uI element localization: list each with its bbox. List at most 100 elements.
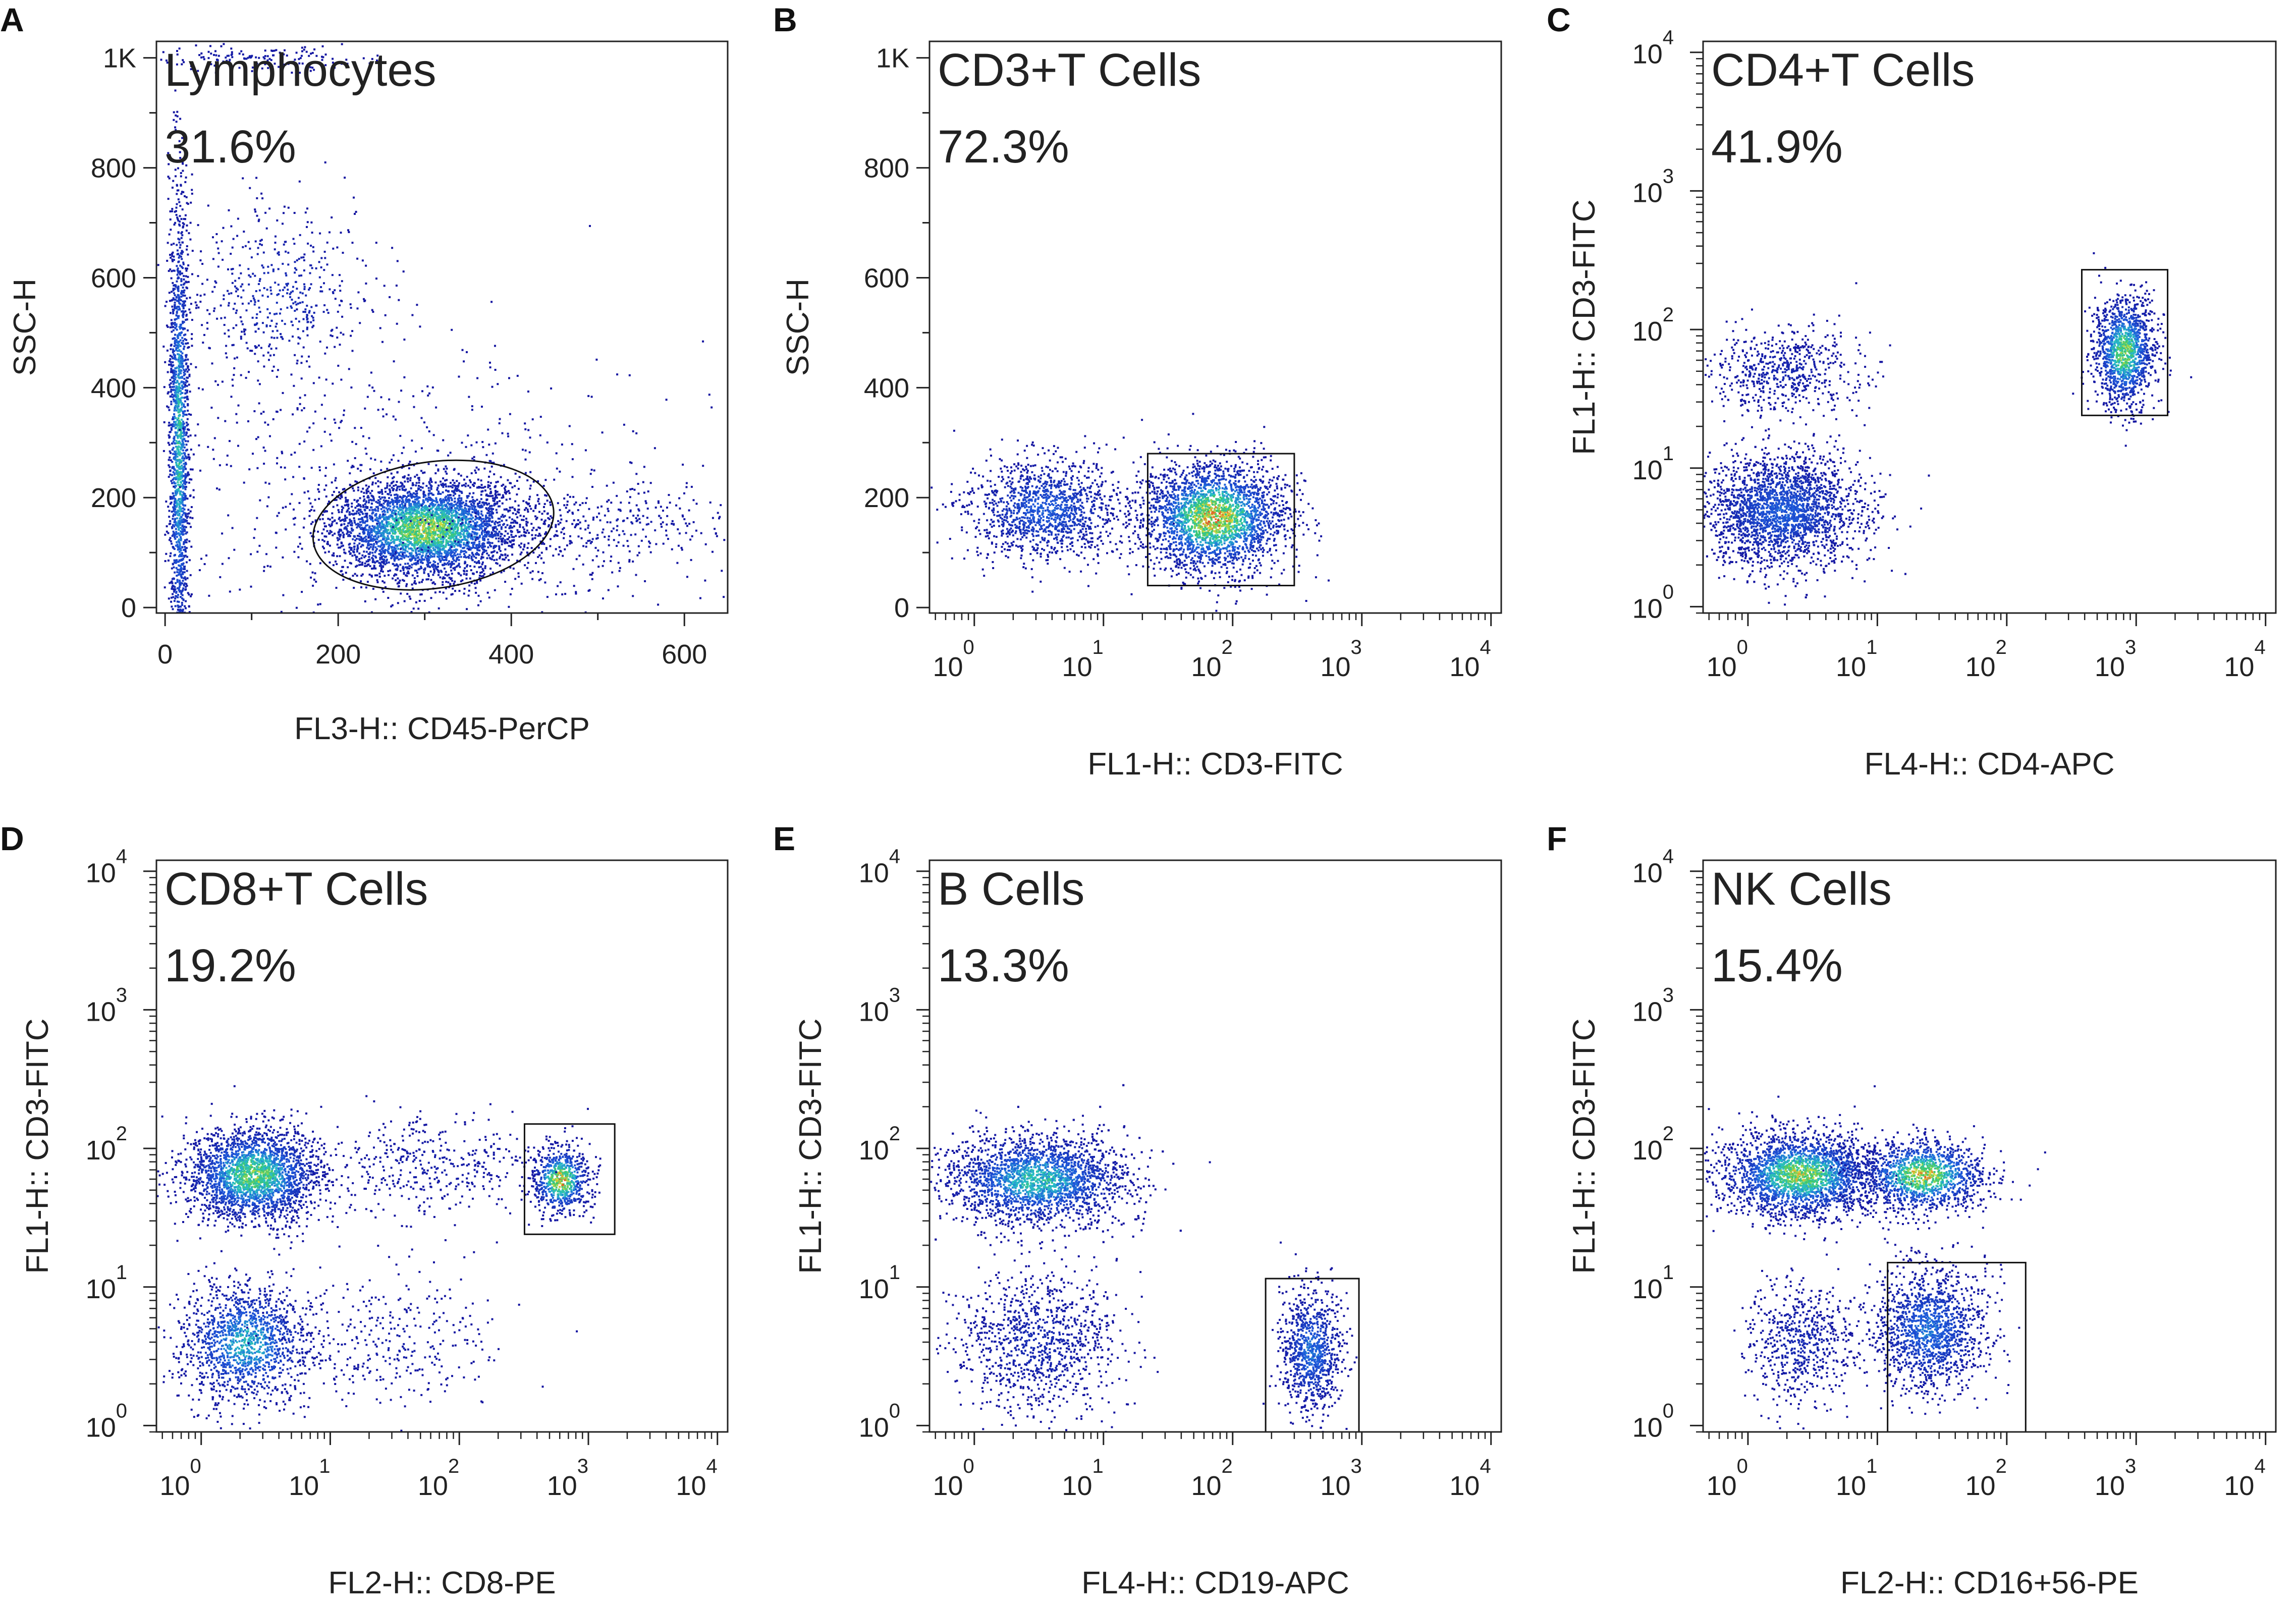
gate-rectangle [523, 1123, 616, 1235]
event-cluster-3 [157, 161, 421, 455]
y-tick-label: 100 [86, 1400, 127, 1443]
plot-frame [928, 40, 1502, 614]
x-tick-label: 102 [1191, 1455, 1232, 1501]
plot-frame [155, 859, 729, 1433]
y-tick-label: 102 [859, 1123, 900, 1166]
y-tick-label: 600 [91, 263, 136, 293]
x-tick-label: 600 [662, 639, 707, 670]
gate-ellipse [312, 459, 555, 591]
plot-frame [155, 40, 729, 614]
panel-letter: A [0, 1, 24, 38]
event-dots [931, 413, 1330, 612]
event-cluster-2 [1703, 391, 1930, 606]
y-tick-label: 1K [103, 43, 136, 74]
x-tick-label: 103 [1320, 1455, 1361, 1501]
x-axis-label: FL2-H:: CD8-PE [328, 1566, 556, 1600]
y-tick-label: 400 [91, 373, 136, 403]
event-cluster-2 [162, 81, 202, 613]
y-tick-label: 104 [86, 846, 127, 889]
event-cluster-5 [446, 469, 723, 591]
x-axis-label: FL2-H:: CD16+56-PE [1840, 1566, 2139, 1600]
y-tick-label: 800 [864, 153, 909, 184]
axis-ticks [143, 57, 685, 626]
event-cluster-4 [1733, 1241, 1901, 1432]
axis-ticks [1690, 870, 2267, 1445]
event-dots [157, 43, 728, 613]
event-cluster-2 [157, 1241, 371, 1432]
y-tick-label: 102 [1632, 1123, 1674, 1166]
plot-frame [1702, 859, 2277, 1433]
gate-rectangle [1146, 453, 1295, 587]
y-tick-label: 400 [864, 373, 909, 403]
y-tick-label: 0 [894, 593, 909, 623]
y-axis-label: FL1-H:: CD3-FITC [20, 1018, 55, 1273]
y-tick-label: 101 [1632, 1261, 1674, 1304]
gate-percent: 72.3% [938, 121, 1069, 173]
x-tick-label: 102 [1965, 636, 2006, 682]
event-cluster-1 [1704, 1085, 1950, 1242]
panel-letter: F [1547, 820, 1567, 857]
panel-letter: B [773, 1, 797, 38]
y-tick-label: 0 [121, 593, 136, 623]
y-tick-label: 200 [91, 483, 136, 513]
y-tick-label: 100 [1632, 1400, 1674, 1443]
y-tick-label: 104 [1632, 27, 1674, 70]
y-tick-label: 103 [1632, 984, 1674, 1027]
event-cluster-3 [1263, 1241, 1358, 1432]
event-cluster-1 [930, 1084, 1211, 1255]
x-tick-label: 100 [1707, 1455, 1748, 1501]
gate-percent: 13.3% [938, 940, 1069, 991]
event-cluster-3 [1792, 1228, 2020, 1415]
event-dots [1704, 1085, 2046, 1432]
x-axis-label: FL4-H:: CD19-APC [1081, 1566, 1349, 1600]
gate-rectangle [2081, 269, 2169, 416]
gate-percent: 19.2% [165, 940, 296, 991]
x-tick-label: 103 [2095, 1455, 2136, 1501]
x-tick-label: 100 [159, 1455, 201, 1501]
y-tick-label: 103 [1632, 165, 1674, 208]
y-tick-label: 103 [859, 984, 900, 1027]
plot-frame [1702, 40, 2277, 614]
event-cluster-1 [2072, 252, 2193, 447]
event-cluster-3 [1705, 282, 1891, 432]
x-tick-label: 101 [1062, 636, 1103, 682]
y-tick-label: 100 [859, 1400, 900, 1443]
x-tick-label: 104 [676, 1455, 717, 1501]
gate-name: NK Cells [1711, 863, 1892, 915]
x-tick-label: 102 [1965, 1455, 2006, 1501]
y-tick-label: 1K [876, 43, 909, 74]
x-tick-label: 100 [933, 1455, 974, 1501]
y-tick-label: 100 [1632, 581, 1674, 624]
y-tick-label: 600 [864, 263, 909, 293]
gate-percent: 41.9% [1711, 121, 1843, 173]
axis-ticks [916, 57, 1492, 626]
x-axis-label: FL4-H:: CD4-APC [1864, 747, 2114, 782]
event-cluster-6 [160, 43, 379, 74]
plot-frame [928, 859, 1502, 1433]
gate-name: CD4+T Cells [1711, 44, 1975, 96]
y-tick-label: 200 [864, 483, 909, 513]
y-tick-label: 101 [86, 1261, 127, 1304]
event-cluster-1 [233, 439, 631, 613]
y-axis-label: SSC-H [8, 279, 42, 376]
x-tick-label: 104 [2224, 1455, 2265, 1501]
y-axis-label: FL1-H:: CD3-FITC [1567, 1018, 1602, 1273]
gate-name: Lymphocytes [165, 44, 436, 96]
event-cluster-2 [936, 1237, 1159, 1432]
x-tick-label: 400 [488, 639, 534, 670]
y-tick-label: 102 [86, 1123, 127, 1166]
x-tick-label: 101 [1062, 1455, 1103, 1501]
x-tick-label: 104 [1449, 636, 1491, 682]
event-cluster-1 [156, 1085, 366, 1250]
y-axis-label: FL1-H:: CD3-FITC [1567, 199, 1602, 455]
gate-percent: 15.4% [1711, 940, 1843, 991]
y-tick-label: 800 [91, 153, 136, 184]
x-axis-label: FL3-H:: CD45-PerCP [294, 711, 590, 746]
x-tick-label: 100 [933, 636, 974, 682]
